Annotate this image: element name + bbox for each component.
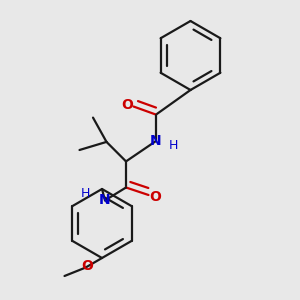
Text: O: O [81,259,93,273]
Text: N: N [150,134,162,148]
Text: O: O [121,98,133,112]
Text: H: H [81,187,90,200]
Text: N: N [99,194,111,207]
Text: H: H [169,139,178,152]
Text: O: O [149,190,161,204]
